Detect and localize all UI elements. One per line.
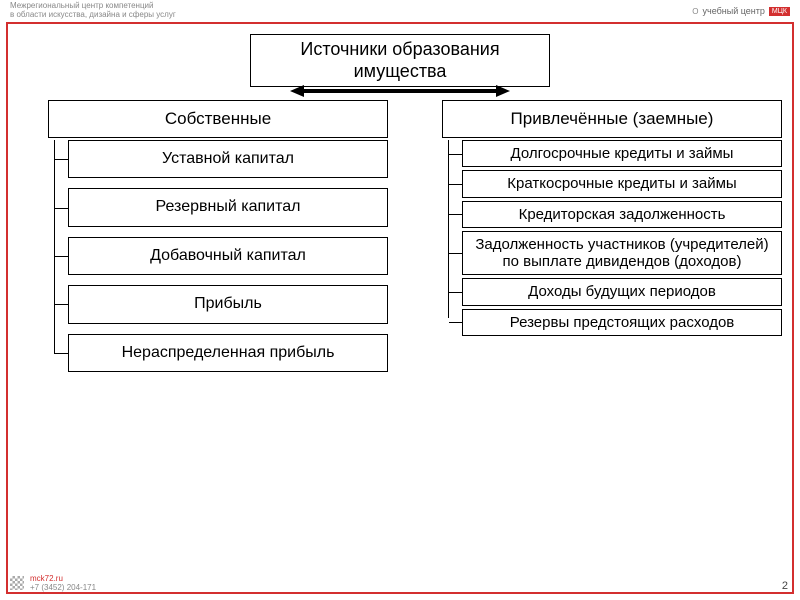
list-item: Кредиторская задолженность (462, 201, 782, 228)
diagram-root: Источники образования имущества (250, 34, 550, 87)
header-icon: О (692, 7, 698, 16)
qr-icon (10, 576, 24, 590)
list-item: Прибыль (68, 285, 388, 323)
root-title: Источники образования имущества (300, 39, 499, 81)
page-footer: mck72.ru +7 (3452) 204-171 (10, 574, 96, 592)
header-right: О учебный центр МЦК (692, 6, 794, 16)
footer-site: mck72.ru (30, 574, 96, 583)
header-brand: учебный центр (703, 6, 765, 16)
branch-left-stack: Уставной капитал Резервный капитал Добав… (48, 140, 388, 372)
list-item: Резервный капитал (68, 188, 388, 226)
list-item: Добавочный капитал (68, 237, 388, 275)
page-number: 2 (782, 580, 788, 592)
list-item: Нераспределенная прибыль (68, 334, 388, 372)
list-item: Уставной капитал (68, 140, 388, 178)
branch-left: Собственные Уставной капитал Резервный к… (48, 100, 388, 382)
split-arrow-icon (290, 84, 510, 98)
list-item: Резервы предстоящих расходов (462, 309, 782, 336)
footer-text: mck72.ru +7 (3452) 204-171 (30, 574, 96, 592)
list-item: Доходы будущих периодов (462, 278, 782, 305)
header-line2: в области искусства, дизайна и сферы усл… (10, 11, 176, 20)
page-header: Межрегиональный центр компетенций в обла… (6, 2, 794, 20)
list-item: Краткосрочные кредиты и займы (462, 170, 782, 197)
footer-phone: +7 (3452) 204-171 (30, 583, 96, 592)
list-item: Долгосрочные кредиты и займы (462, 140, 782, 167)
branch-left-header: Собственные (48, 100, 388, 138)
branch-right-stack: Долгосрочные кредиты и займы Краткосрочн… (442, 140, 782, 336)
list-item: Задолженность участников (учредителей) п… (462, 231, 782, 276)
branch-right-header: Привлечённые (заемные) (442, 100, 782, 138)
header-left: Межрегиональный центр компетенций в обла… (6, 2, 176, 20)
header-tag: МЦК (769, 7, 790, 16)
branch-right: Привлечённые (заемные) Долгосрочные кред… (442, 100, 782, 339)
